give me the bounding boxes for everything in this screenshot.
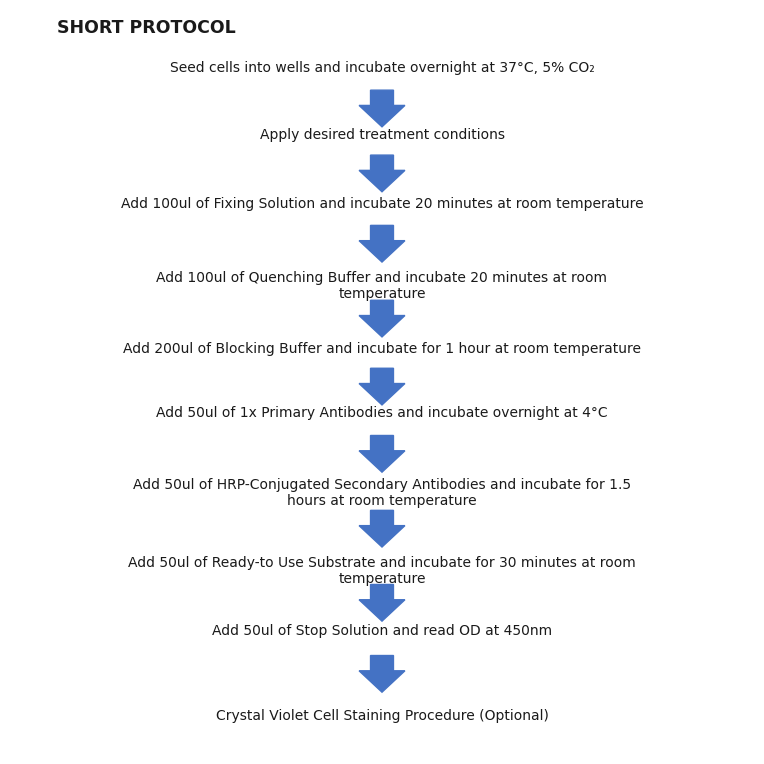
Text: Crystal Violet Cell Staining Procedure (Optional): Crystal Violet Cell Staining Procedure (… [215,709,549,723]
FancyArrow shape [359,155,405,192]
Text: Add 100ul of Quenching Buffer and incubate 20 minutes at room
temperature: Add 100ul of Quenching Buffer and incuba… [157,271,607,302]
FancyArrow shape [359,510,405,547]
FancyArrow shape [359,90,405,127]
FancyArrow shape [359,584,405,621]
Text: Add 50ul of Ready-to Use Substrate and incubate for 30 minutes at room
temperatu: Add 50ul of Ready-to Use Substrate and i… [128,556,636,587]
Text: Add 100ul of Fixing Solution and incubate 20 minutes at room temperature: Add 100ul of Fixing Solution and incubat… [121,197,643,211]
FancyArrow shape [359,225,405,262]
Text: Add 50ul of 1x Primary Antibodies and incubate overnight at 4°C: Add 50ul of 1x Primary Antibodies and in… [156,406,608,420]
FancyArrow shape [359,435,405,472]
Text: Add 200ul of Blocking Buffer and incubate for 1 hour at room temperature: Add 200ul of Blocking Buffer and incubat… [123,342,641,356]
FancyArrow shape [359,300,405,337]
Text: SHORT PROTOCOL: SHORT PROTOCOL [57,19,236,37]
FancyArrow shape [359,656,405,692]
Text: Add 50ul of HRP-Conjugated Secondary Antibodies and incubate for 1.5
hours at ro: Add 50ul of HRP-Conjugated Secondary Ant… [133,478,631,508]
FancyArrow shape [359,368,405,405]
Text: Add 50ul of Stop Solution and read OD at 450nm: Add 50ul of Stop Solution and read OD at… [212,624,552,638]
Text: Seed cells into wells and incubate overnight at 37°C, 5% CO₂: Seed cells into wells and incubate overn… [170,61,594,75]
Text: Apply desired treatment conditions: Apply desired treatment conditions [260,128,504,142]
